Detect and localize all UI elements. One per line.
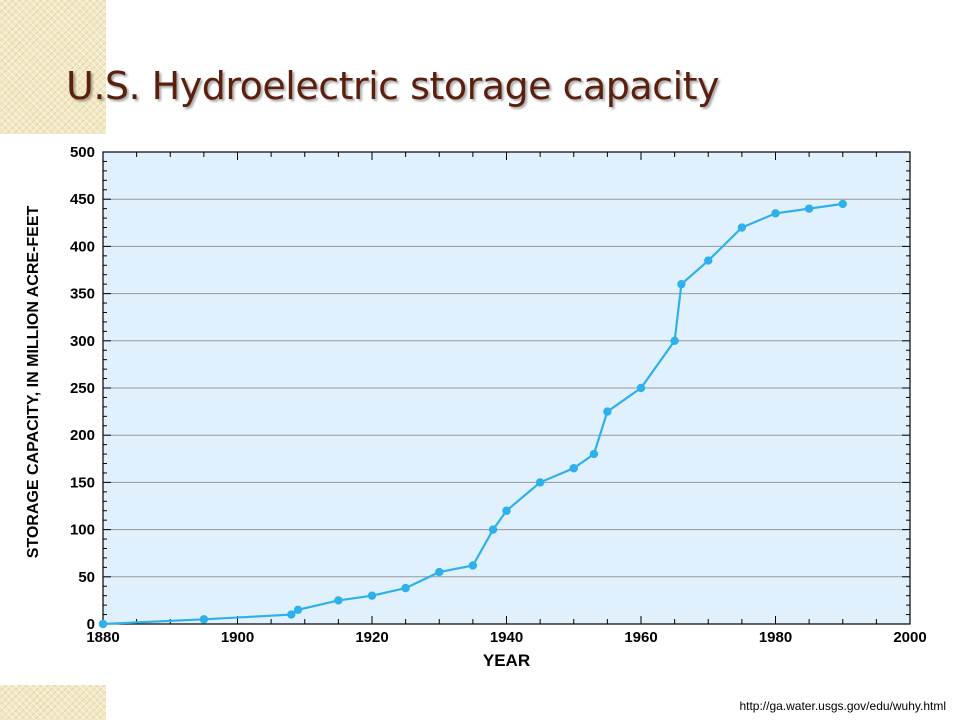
x-tick-label: 1900 bbox=[221, 629, 254, 646]
data-point bbox=[838, 199, 847, 209]
data-point bbox=[670, 336, 679, 345]
y-tick-label: 250 bbox=[70, 380, 95, 397]
data-point bbox=[636, 383, 646, 393]
data-point bbox=[367, 591, 377, 600]
data-point bbox=[603, 407, 612, 416]
y-tick-label: 100 bbox=[70, 522, 95, 539]
x-tick-label: 1980 bbox=[759, 629, 792, 646]
x-axis-label: YEAR bbox=[483, 651, 530, 670]
data-point bbox=[737, 223, 747, 232]
data-point bbox=[199, 615, 209, 624]
x-tick-label: 1880 bbox=[86, 629, 119, 646]
y-tick-label: 300 bbox=[70, 333, 95, 350]
y-tick-label: 0 bbox=[87, 616, 95, 633]
source-url: http://ga.water.usgs.gov/edu/wuhy.html bbox=[739, 699, 946, 713]
decorative-corner-pattern-bottom bbox=[0, 685, 106, 720]
data-point bbox=[704, 256, 713, 265]
data-point bbox=[589, 449, 599, 459]
y-tick-label: 150 bbox=[70, 474, 95, 491]
y-axis-label: STORAGE CAPACITY, IN MILLION ACRE-FEET bbox=[25, 205, 42, 558]
y-tick-label: 50 bbox=[78, 569, 95, 586]
x-tick-labels: 1880 1900 1920 1940 1960 1980 2000 bbox=[86, 629, 926, 646]
data-points bbox=[98, 199, 847, 629]
data-point bbox=[334, 596, 343, 605]
x-tick-label: 1920 bbox=[355, 629, 388, 646]
data-point bbox=[488, 525, 498, 534]
gridlines bbox=[103, 198, 910, 578]
x-tick-label: 1940 bbox=[490, 629, 523, 646]
data-point bbox=[677, 279, 686, 289]
data-point bbox=[435, 567, 444, 577]
data-point bbox=[401, 583, 410, 593]
y-tick-label: 400 bbox=[70, 238, 95, 255]
y-tick-label: 200 bbox=[70, 427, 95, 444]
y-tick-label: 450 bbox=[70, 191, 95, 208]
x-tick-label: 2000 bbox=[893, 629, 926, 646]
decorative-corner-pattern-top bbox=[0, 0, 106, 134]
y-tick-label: 500 bbox=[70, 144, 95, 161]
y-tick-label: 350 bbox=[70, 286, 95, 303]
data-point bbox=[293, 605, 303, 615]
slide-title: U.S. Hydroelectric storage capacity bbox=[66, 64, 720, 108]
data-point bbox=[771, 209, 780, 218]
data-point bbox=[502, 506, 511, 515]
data-point bbox=[535, 478, 545, 487]
x-tick-label: 1960 bbox=[624, 629, 657, 646]
data-point bbox=[569, 464, 578, 473]
data-point bbox=[804, 204, 814, 213]
y-tick-labels: 0 50 100 150 200 250 300 350 400 450 500 bbox=[70, 144, 95, 633]
data-point bbox=[98, 619, 108, 629]
data-point bbox=[287, 610, 296, 619]
data-point bbox=[468, 561, 478, 570]
storage-capacity-chart: 1880 1900 1920 1940 1960 1980 2000 0 50 100 150 20… bbox=[0, 136, 960, 682]
